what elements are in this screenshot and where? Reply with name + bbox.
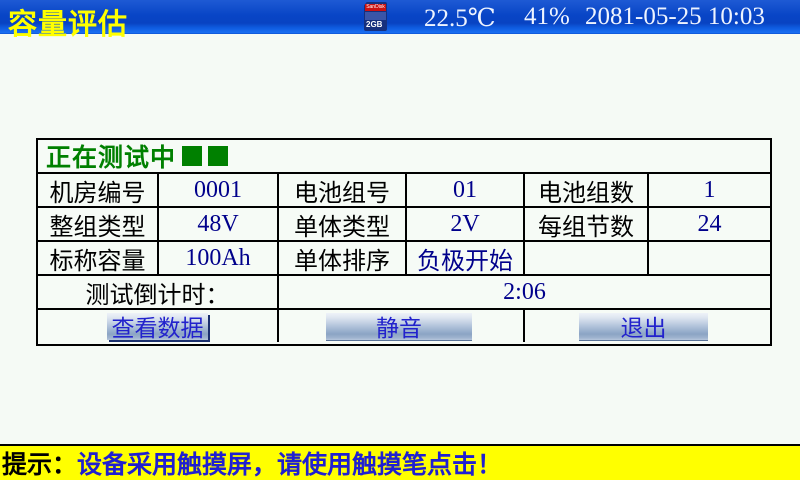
cell-ordering-label: 单体排序 [279, 242, 407, 274]
table-row: 整组类型 48V 单体类型 2V 每组节数 24 [38, 208, 770, 242]
view-data-button[interactable]: 查看数据 [107, 312, 208, 341]
sd-card-brand: SanDisk [365, 4, 386, 11]
page-title: 容量评估 [8, 9, 129, 41]
countdown-row: 测试倒计时： 2:06 [38, 276, 770, 310]
empty-cell [649, 242, 770, 274]
cells-per-group-value: 24 [697, 210, 722, 237]
humidity-readout: 41% [524, 3, 570, 30]
progress-square-icon [208, 146, 229, 166]
rated-capacity-value: 100Ah [159, 242, 279, 274]
table-row: 标称容量 100Ah 单体排序 负极开始 [38, 242, 770, 276]
testing-status-text: 正在测试中 [46, 145, 177, 172]
mute-button[interactable]: 静音 [326, 312, 472, 341]
cell-ordering-value: 负极开始 [407, 242, 525, 274]
table-row: 机房编号 0001 电池组号 01 电池组数 1 [38, 174, 770, 208]
empty-cell [525, 242, 649, 274]
countdown-label: 测试倒计时： [38, 276, 279, 308]
mute-cell: 静音 [279, 310, 525, 342]
sd-card-icon: SanDisk 2GB [364, 2, 387, 31]
exit-button[interactable]: 退出 [579, 312, 708, 341]
room-number-label: 机房编号 [38, 174, 159, 206]
exit-cell: 退出 [525, 310, 770, 342]
button-row: 查看数据 静音 退出 [38, 310, 770, 344]
temperature-readout: 22.5℃ [424, 5, 496, 32]
battery-group-number-value: 01 [407, 174, 525, 206]
status-row: 正在测试中 [38, 140, 770, 174]
rated-capacity-label: 标称容量 [38, 242, 159, 274]
tip-bar: 提示： 设备采用触摸屏，请使用触摸笔点击！ [0, 444, 800, 480]
sd-card-contacts [365, 12, 386, 20]
sd-card-capacity: 2GB [366, 20, 383, 29]
tip-label: 提示： [2, 452, 78, 479]
room-number-value: 0001 [159, 174, 279, 206]
countdown-value: 2:06 [503, 278, 546, 305]
datetime-readout: 2081-05-25 10:03 [585, 3, 765, 30]
string-type-label: 整组类型 [38, 208, 159, 240]
progress-square-icon [182, 146, 203, 166]
cell-type-value: 2V [407, 208, 525, 240]
battery-group-number-label: 电池组号 [279, 174, 407, 206]
cells-per-group-label: 每组节数 [525, 208, 649, 240]
tip-message: 设备采用触摸屏，请使用触摸笔点击！ [77, 452, 503, 479]
view-data-cell: 查看数据 [38, 310, 279, 342]
battery-group-count-value: 1 [703, 176, 716, 203]
string-type-value: 48V [159, 208, 279, 240]
cell-type-label: 单体类型 [279, 208, 407, 240]
title-bar: 容量评估 SanDisk 2GB 22.5℃ 41% 2081-05-25 10… [0, 0, 800, 41]
battery-group-count-label: 电池组数 [525, 174, 649, 206]
test-info-table: 正在测试中 机房编号 0001 电池组号 01 电池组数 1 整组类型 48V … [36, 138, 772, 346]
